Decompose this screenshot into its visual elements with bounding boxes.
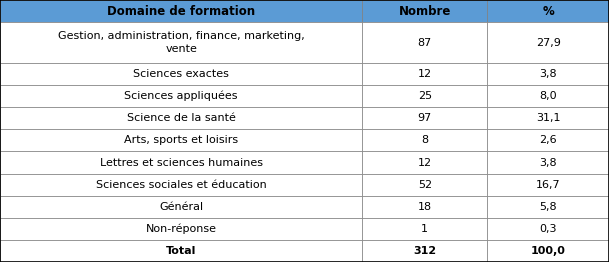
Bar: [487, 107, 609, 129]
Text: 52: 52: [418, 180, 432, 190]
Bar: [362, 107, 487, 129]
Text: Lettres et sciences humaines: Lettres et sciences humaines: [100, 157, 262, 167]
Bar: [487, 22, 609, 63]
Text: 100,0: 100,0: [530, 246, 566, 256]
Text: 12: 12: [418, 157, 432, 167]
Text: 12: 12: [418, 69, 432, 79]
Bar: [0, 129, 362, 151]
Text: Sciences appliquées: Sciences appliquées: [124, 91, 238, 101]
Bar: [487, 196, 609, 218]
Text: 31,1: 31,1: [536, 113, 560, 123]
Bar: [362, 63, 487, 85]
Text: Général: Général: [159, 202, 203, 212]
Text: 2,6: 2,6: [540, 135, 557, 145]
Bar: [487, 85, 609, 107]
Bar: [0, 107, 362, 129]
Text: 0,3: 0,3: [540, 224, 557, 234]
Bar: [0, 22, 362, 63]
Bar: [487, 129, 609, 151]
Bar: [487, 0, 609, 22]
Bar: [362, 0, 487, 22]
Text: 27,9: 27,9: [536, 37, 560, 48]
Bar: [0, 173, 362, 196]
Bar: [0, 85, 362, 107]
Text: Non-réponse: Non-réponse: [146, 223, 217, 234]
Text: 18: 18: [418, 202, 432, 212]
Bar: [362, 196, 487, 218]
Bar: [487, 151, 609, 173]
Text: %: %: [542, 4, 554, 18]
Text: 8: 8: [421, 135, 428, 145]
Bar: [362, 22, 487, 63]
Bar: [362, 151, 487, 173]
Text: Science de la santé: Science de la santé: [127, 113, 236, 123]
Bar: [362, 129, 487, 151]
Text: 3,8: 3,8: [540, 157, 557, 167]
Text: 3,8: 3,8: [540, 69, 557, 79]
Bar: [0, 240, 362, 262]
Text: 25: 25: [418, 91, 432, 101]
Text: 16,7: 16,7: [536, 180, 560, 190]
Bar: [362, 240, 487, 262]
Text: Arts, sports et loisirs: Arts, sports et loisirs: [124, 135, 238, 145]
Bar: [0, 0, 362, 22]
Bar: [487, 240, 609, 262]
Bar: [0, 63, 362, 85]
Text: 312: 312: [414, 246, 436, 256]
Bar: [487, 63, 609, 85]
Bar: [362, 85, 487, 107]
Text: Total: Total: [166, 246, 196, 256]
Bar: [0, 196, 362, 218]
Text: Gestion, administration, finance, marketing,
vente: Gestion, administration, finance, market…: [58, 31, 304, 54]
Bar: [487, 218, 609, 240]
Text: 97: 97: [418, 113, 432, 123]
Bar: [362, 218, 487, 240]
Text: 87: 87: [418, 37, 432, 48]
Text: Domaine de formation: Domaine de formation: [107, 4, 255, 18]
Text: 5,8: 5,8: [540, 202, 557, 212]
Text: 1: 1: [421, 224, 428, 234]
Bar: [362, 173, 487, 196]
Bar: [0, 218, 362, 240]
Bar: [0, 151, 362, 173]
Text: Sciences exactes: Sciences exactes: [133, 69, 229, 79]
Text: Sciences sociales et éducation: Sciences sociales et éducation: [96, 180, 267, 190]
Text: Nombre: Nombre: [398, 4, 451, 18]
Text: 8,0: 8,0: [540, 91, 557, 101]
Bar: [487, 173, 609, 196]
